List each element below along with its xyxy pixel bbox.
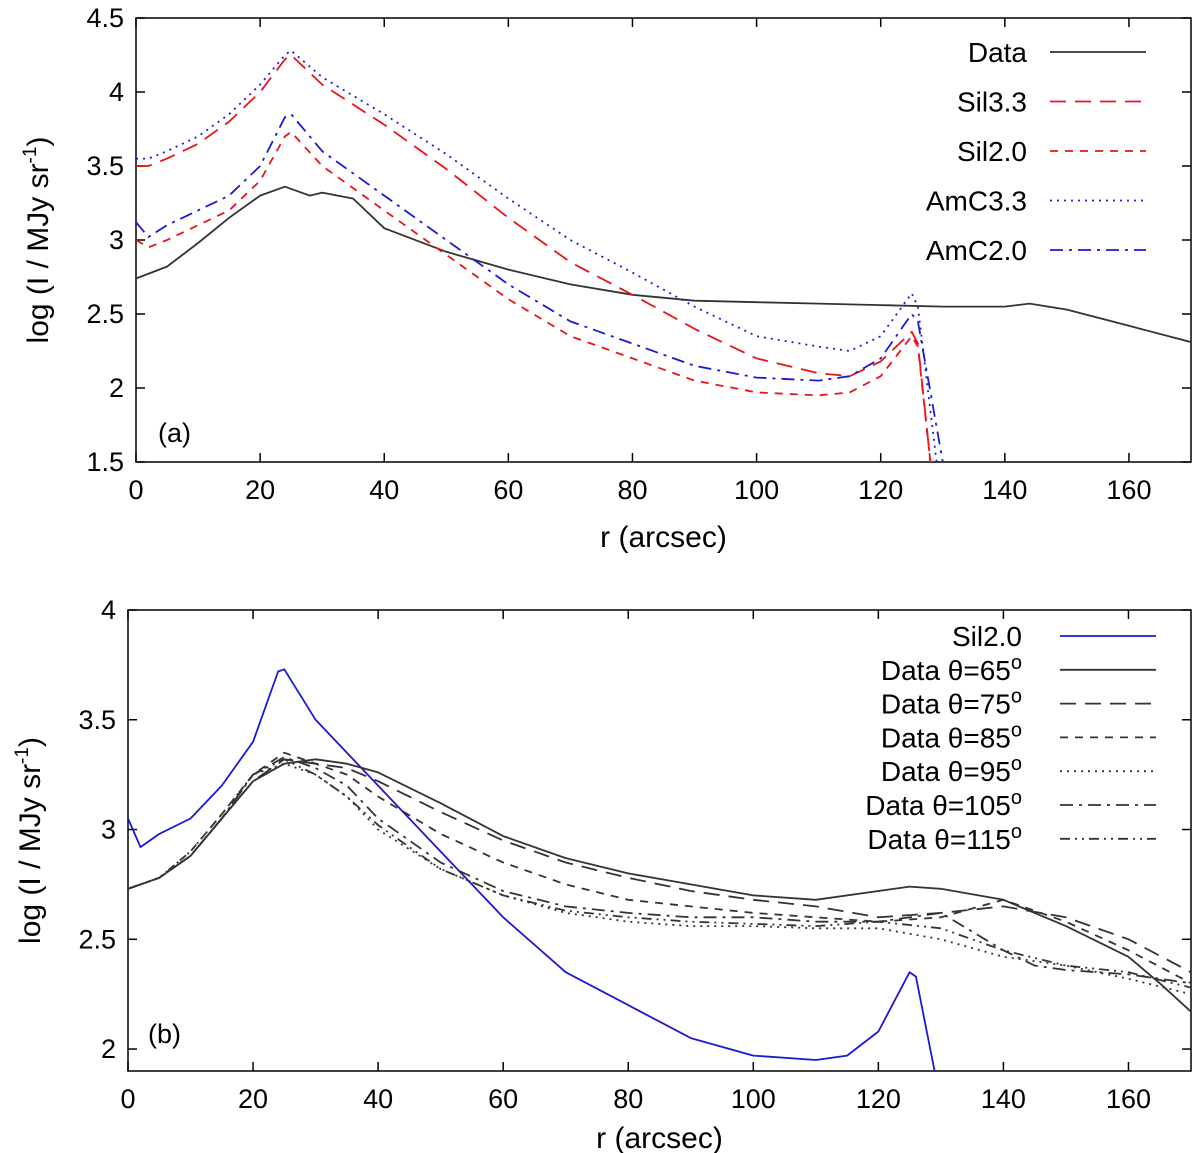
panel-label: (a) [158, 418, 191, 448]
legend-entry-name: Data θ=95 [881, 756, 1011, 787]
x-tick-label: 160 [1106, 475, 1151, 505]
x-tick-label: 80 [617, 475, 647, 505]
y-axis-label: log (I / MJy sr-1) [12, 737, 47, 944]
panel-a-chart: 0 20 40 60 80 100 120 140 160 1.5 2 2.5 3 3.5 4 4.5 r (a… [20, 3, 1192, 554]
x-tick-label: 0 [128, 475, 143, 505]
plot-frame [127, 609, 1192, 1072]
legend-entry-sup: o [1011, 719, 1022, 741]
legend-entry-label: AmC3.3 [926, 186, 1027, 217]
legend-entry-sup: o [1011, 652, 1022, 674]
legend: Data Sil3.3 Sil2.0 AmC3.3 AmC2.0 [926, 37, 1146, 266]
legend-entry-name: Data θ=85 [881, 722, 1011, 753]
legend-entry-sup: o [1011, 821, 1022, 843]
plot-frame [135, 17, 1192, 463]
y-tick-label: 2.5 [86, 299, 124, 329]
x-tick-label: 60 [493, 475, 523, 505]
legend-entry-label: Data θ=105o [865, 787, 1022, 821]
x-tick-label: 160 [1106, 1084, 1151, 1114]
legend-entry-label: Sil2.0 [957, 136, 1027, 167]
series-line-data-85 [128, 751, 1191, 984]
y-axis-label-sup: -1 [12, 747, 33, 764]
legend-entry-label: Data θ=115o [867, 821, 1022, 855]
legend-entry-name: AmC3.3 [926, 186, 1027, 217]
y-axis-label-close: ) [14, 737, 47, 747]
y-tick-label: 3.5 [86, 151, 124, 181]
panel-label: (b) [148, 1019, 181, 1049]
y-axis-label-main: log (I / MJy sr [14, 764, 47, 944]
series-line-data [136, 185, 1191, 343]
x-tick-label: 0 [120, 1084, 135, 1114]
legend-entry-label: Data [968, 37, 1028, 68]
x-tick-label: 40 [369, 475, 399, 505]
y-tick-label: 3.5 [78, 705, 116, 735]
legend-entry-sup: o [1011, 686, 1022, 708]
series-line-sil2-0 [136, 131, 932, 462]
legend-entry-name: Sil2.0 [952, 621, 1022, 652]
legend-entry-label: AmC2.0 [926, 235, 1027, 266]
series-group [136, 49, 1191, 462]
legend-entry-label: Data θ=85o [881, 719, 1022, 753]
series-line-amc2-0 [136, 113, 944, 462]
legend-entry-label: Sil3.3 [957, 87, 1027, 118]
series-line-data-95 [128, 762, 1191, 996]
x-tick-label: 100 [734, 475, 779, 505]
x-tick-label: 140 [981, 1084, 1026, 1114]
x-axis-label: r (arcsec) [600, 521, 727, 554]
x-tick-label: 100 [731, 1084, 776, 1114]
series-line-data-105 [128, 756, 1191, 985]
legend-entry-sup: o [1011, 787, 1022, 809]
legend-entry-label: Data θ=65o [881, 652, 1022, 686]
y-tick-label: 3 [109, 225, 124, 255]
panel-b-chart: 0 20 40 60 80 100 120 140 160 2 2.5 3 3.5 4 r (arcsec)… [12, 595, 1192, 1153]
x-tick-label: 20 [238, 1084, 268, 1114]
y-tick-label: 4.5 [86, 3, 124, 33]
y-axis-label-main: log (I / MJy sr [22, 163, 55, 343]
series-line-data-115 [128, 758, 1191, 989]
y-tick-label: 4 [109, 77, 124, 107]
legend-entry-name: Data θ=75 [881, 689, 1011, 720]
series-line-sil2-0 [128, 668, 936, 1071]
series-group [128, 668, 1191, 1071]
x-tick-label: 140 [982, 475, 1027, 505]
x-tick-label: 120 [856, 1084, 901, 1114]
legend-entry-name: AmC2.0 [926, 235, 1027, 266]
series-line-sil3-3 [136, 54, 932, 462]
x-tick-label: 20 [245, 475, 275, 505]
y-axis-label: log (I / MJy sr-1) [20, 137, 55, 344]
legend-entry-sup: o [1011, 753, 1022, 775]
legend-entry-name: Data [968, 37, 1028, 68]
y-tick-label: 2.5 [78, 924, 116, 954]
y-tick-label: 2 [109, 373, 124, 403]
legend-entry-label: Sil2.0 [952, 621, 1022, 652]
y-tick-label: 1.5 [86, 447, 124, 477]
y-tick-label: 4 [101, 595, 116, 625]
x-tick-label: 60 [488, 1084, 518, 1114]
x-tick-label: 120 [858, 475, 903, 505]
y-axis-label-close: ) [22, 137, 55, 147]
legend-entry-name: Data θ=105 [865, 790, 1011, 821]
y-axis-label-sup: -1 [20, 147, 41, 164]
legend-entry-name: Data θ=65 [881, 655, 1011, 686]
y-tick-label: 3 [101, 815, 116, 845]
y-tick-label: 2 [101, 1034, 116, 1064]
series-line-data-75 [128, 758, 1191, 973]
legend-entry-name: Sil2.0 [957, 136, 1027, 167]
x-axis-label: r (arcsec) [596, 1122, 723, 1153]
legend-entry-label: Data θ=75o [881, 686, 1022, 720]
series-line-data-65 [128, 758, 1191, 1013]
x-tick-label: 40 [363, 1084, 393, 1114]
legend-entry-name: Data θ=115 [867, 824, 1011, 855]
series-line-amc3-3 [136, 49, 938, 462]
x-tick-label: 80 [613, 1084, 643, 1114]
legend-entry-name: Sil3.3 [957, 87, 1027, 118]
legend-entry-label: Data θ=95o [881, 753, 1022, 787]
